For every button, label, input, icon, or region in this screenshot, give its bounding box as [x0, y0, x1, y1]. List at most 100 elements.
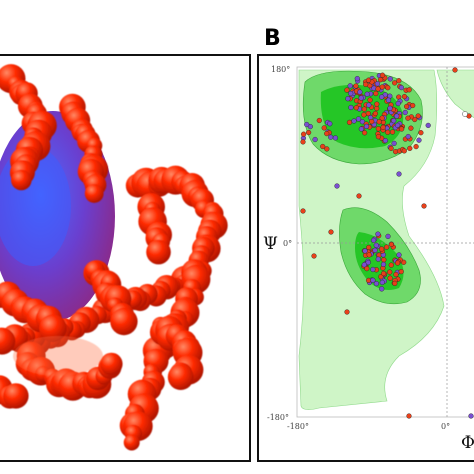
residue-point — [385, 129, 391, 135]
residue-point — [363, 81, 369, 88]
residue-point — [324, 146, 330, 152]
residue-point — [418, 130, 424, 136]
residue-point — [345, 96, 351, 102]
residue-point — [348, 104, 354, 111]
residue-point — [378, 246, 385, 252]
residue-point — [401, 148, 407, 154]
residue-point — [359, 119, 366, 125]
chain-bead — [39, 314, 67, 343]
residue-point — [375, 256, 381, 262]
residue-point — [379, 115, 385, 121]
residue-point — [324, 130, 330, 137]
residue-point — [344, 309, 350, 315]
chain-bead — [84, 184, 104, 203]
psi-axis-label: Ψ — [263, 234, 278, 254]
residue-point — [452, 67, 458, 73]
y-tick-middle: 0° — [283, 239, 292, 248]
residue-point — [405, 115, 411, 121]
residue-point — [385, 85, 391, 91]
residue-point — [379, 72, 386, 78]
residue-point — [334, 183, 340, 189]
residue-point — [305, 129, 312, 136]
residue-point — [361, 262, 367, 268]
residue-point — [392, 280, 398, 287]
residue-point — [300, 208, 306, 214]
residue-point — [387, 275, 393, 281]
residue-point — [382, 137, 389, 144]
residue-point — [304, 121, 310, 128]
residue-point — [383, 244, 390, 250]
residue-point — [363, 123, 370, 130]
residue-point — [387, 105, 393, 111]
residue-point — [415, 113, 421, 119]
residue-point — [405, 133, 411, 140]
residue-point — [328, 134, 334, 140]
chain-bead — [100, 352, 123, 376]
residue-point — [348, 90, 354, 97]
residue-point — [320, 143, 326, 150]
residue-point — [373, 90, 379, 97]
x-tick-left: -180° — [287, 422, 309, 431]
residue-point — [376, 119, 382, 125]
residue-point — [366, 252, 372, 258]
residue-point — [366, 244, 372, 251]
residue-point — [416, 137, 422, 143]
residue-point — [395, 100, 401, 107]
residue-point — [398, 269, 404, 275]
x-tick-middle: 0° — [441, 422, 450, 431]
chain-bead — [167, 364, 194, 390]
residue-point — [410, 102, 416, 109]
residue-point — [421, 203, 427, 209]
residue-point — [402, 109, 408, 116]
residue-point — [375, 126, 382, 132]
residue-point — [373, 242, 379, 248]
residue-point — [375, 86, 381, 92]
residue-point — [385, 233, 391, 240]
residue-point — [374, 101, 380, 107]
residue-point — [462, 111, 468, 117]
residue-points — [300, 67, 474, 419]
residue-point — [365, 259, 371, 266]
residue-point — [380, 261, 387, 268]
residue-point — [379, 286, 385, 292]
residue-point — [369, 118, 375, 125]
residue-point — [387, 76, 393, 82]
residue-point — [358, 95, 364, 101]
residue-point — [327, 121, 333, 127]
residue-point — [407, 145, 413, 152]
residue-point — [347, 83, 353, 89]
residue-point — [391, 118, 397, 124]
residue-point — [396, 252, 402, 258]
residue-point — [300, 131, 307, 137]
residue-point — [406, 87, 412, 93]
residue-point — [344, 87, 350, 93]
panel-b-label: B — [264, 26, 281, 51]
residue-point — [380, 270, 387, 277]
residue-point — [391, 140, 397, 147]
residue-point — [367, 97, 373, 103]
panel-a-molecule-view — [0, 54, 251, 462]
residue-point — [351, 118, 357, 124]
residue-point — [387, 269, 393, 275]
residue-point — [408, 125, 414, 131]
residue-point — [311, 253, 317, 259]
residue-point — [362, 248, 368, 254]
chain-faded-segment — [13, 336, 103, 376]
residue-point — [374, 81, 381, 87]
residue-point — [361, 130, 368, 136]
residue-point — [361, 106, 367, 112]
chain-bead — [3, 383, 29, 409]
residue-point — [332, 135, 339, 141]
residue-point — [300, 139, 306, 145]
residue-point — [370, 277, 376, 283]
residue-point — [425, 122, 431, 129]
residue-point — [377, 77, 384, 83]
residue-point — [388, 262, 394, 268]
residue-point — [346, 119, 353, 126]
residue-point — [395, 260, 401, 266]
residue-point — [399, 126, 405, 132]
residue-point — [370, 266, 376, 273]
residue-point — [394, 113, 400, 119]
residue-point — [364, 91, 370, 97]
residue-point — [353, 105, 359, 111]
